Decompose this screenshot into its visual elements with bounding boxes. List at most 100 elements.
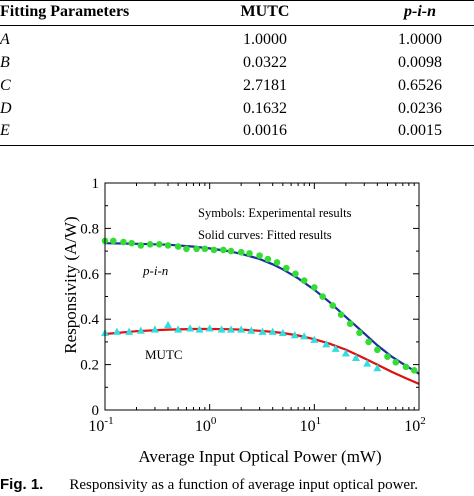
- pin-data-point: [402, 363, 410, 371]
- table-header-rule: [0, 25, 474, 26]
- x-tick-label: 102: [404, 415, 426, 435]
- table-header-param: Fitting Parameters: [0, 3, 130, 20]
- pin-data-point: [329, 302, 337, 309]
- param-cell: D: [0, 100, 12, 117]
- y-tick-label: 0.8: [80, 221, 99, 237]
- x-axis-label: Average Input Optical Power (mW): [138, 447, 381, 466]
- mutc-data-point: [217, 325, 226, 333]
- mutc-data-point: [373, 364, 382, 372]
- pin-data-point: [273, 259, 281, 266]
- pin-data-point: [120, 238, 127, 246]
- mutc-data-point: [258, 327, 267, 335]
- label-mutc: MUTC: [145, 347, 183, 362]
- pin-data-point: [392, 359, 400, 366]
- mutc-data-point: [186, 324, 195, 332]
- pin-data-point: [174, 243, 182, 250]
- mutc-data-point: [331, 344, 340, 352]
- pin-data-point: [109, 237, 117, 245]
- y-tick-label: 0: [92, 403, 100, 419]
- pin-cell: 1.0000: [398, 31, 442, 48]
- mutc-data-point: [164, 320, 173, 329]
- mutc-data-point: [195, 325, 204, 333]
- pin-data-point: [365, 338, 372, 346]
- pin-data-point: [193, 245, 200, 253]
- pin-cell: 0.0098: [398, 54, 442, 71]
- pin-cell: 0.0236: [398, 100, 442, 117]
- mutc-data-point: [247, 326, 256, 334]
- pin-data-point: [311, 284, 318, 291]
- axes: 0 0.2 0.4 0.6 0.8 1 10-1 100 101 102: [80, 176, 426, 435]
- table-bottom-rule: [0, 145, 474, 146]
- pin-data-point: [146, 240, 154, 248]
- pin-data-point: [356, 329, 363, 337]
- mutc-cell: 0.0016: [243, 122, 287, 139]
- pin-data-point: [155, 240, 163, 248]
- pin-data-point: [337, 311, 345, 318]
- x-tick-label: 101: [300, 415, 322, 435]
- mutc-cell: 1.0000: [243, 31, 287, 48]
- mutc-data-point: [278, 328, 287, 337]
- pin-data-point: [201, 245, 209, 253]
- x-tick-label: 10-1: [88, 415, 113, 435]
- annotation-curves: Solid curves: Fitted results: [198, 228, 332, 242]
- mutc-data-point: [136, 326, 145, 334]
- mutc-cell: 0.1632: [243, 100, 287, 117]
- mutc-data-point: [112, 327, 121, 335]
- mutc-data-point: [150, 325, 159, 333]
- pin-data-point: [384, 353, 391, 360]
- responsivity-chart: 0 0.2 0.4 0.6 0.8 1 10-1 100 101 102 Responsivity…: [61, 176, 426, 466]
- mutc-data-point: [205, 324, 214, 332]
- mutc-data-point: [310, 335, 319, 343]
- param-cell: A: [0, 31, 10, 48]
- pin-data-point: [128, 239, 136, 247]
- x-tick-label: 100: [195, 415, 217, 435]
- pin-data-point: [319, 293, 326, 300]
- mutc-data-point: [363, 359, 372, 367]
- table-top-rule: [0, 0, 474, 1]
- caption-text: Responsivity as a function of average in…: [69, 477, 419, 493]
- mutc-data-point: [322, 340, 331, 348]
- mutc-data-point: [174, 325, 183, 333]
- pin-data-point: [164, 242, 172, 249]
- mutc-data-point: [290, 331, 299, 339]
- table-header-mutc: MUTC: [240, 3, 290, 20]
- param-cell: E: [0, 122, 10, 139]
- plot-area: [101, 237, 420, 385]
- y-tick-label: 0.2: [80, 358, 99, 374]
- pin-data-point: [246, 250, 253, 257]
- pin-data-point: [410, 366, 418, 374]
- pin-data-point: [283, 264, 290, 272]
- mutc-data-point: [125, 327, 134, 335]
- mutc-data-point: [227, 325, 236, 333]
- pin-cell: 0.6526: [398, 77, 442, 94]
- mutc-cell: 2.7181: [243, 77, 287, 94]
- mutc-data-point: [341, 349, 350, 357]
- pin-data-point: [300, 277, 308, 284]
- y-tick-label: 0.4: [80, 312, 99, 328]
- param-cell: C: [0, 77, 11, 94]
- label-pin: p-i-n: [142, 263, 168, 278]
- pin-data-point: [183, 245, 190, 253]
- pin-data-point: [220, 246, 227, 254]
- caption-label: Fig. 1.: [0, 476, 44, 493]
- pin-data-point: [264, 255, 272, 263]
- pin-data-point: [210, 246, 218, 254]
- mutc-data-point: [237, 325, 246, 333]
- y-axis-label: Responsivity (A/W): [61, 216, 80, 353]
- mutc-cell: 0.0322: [243, 54, 287, 71]
- y-tick-label: 0.6: [80, 267, 99, 283]
- pin-data-point: [237, 248, 245, 256]
- pin-cell: 0.0015: [398, 122, 442, 139]
- pin-data-point: [227, 247, 235, 255]
- pin-data-point: [256, 252, 263, 259]
- pin-data-point: [292, 270, 299, 278]
- mutc-data-point: [268, 327, 277, 335]
- annotation-symbols: Symbols: Experimental results: [198, 206, 352, 220]
- mutc-data-point: [300, 332, 309, 340]
- pin-data-point: [137, 242, 145, 249]
- p-i-n-fit-curve: [104, 242, 420, 375]
- mutc-data-point: [351, 353, 360, 361]
- param-cell: B: [0, 54, 10, 71]
- y-tick-label: 1: [92, 176, 100, 192]
- pin-data-point: [346, 320, 354, 328]
